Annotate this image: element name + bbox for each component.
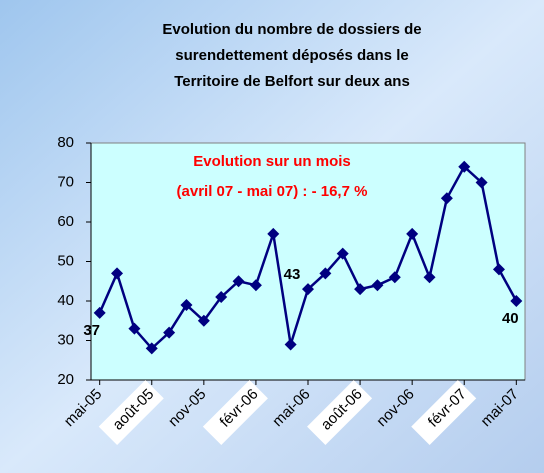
label-box [202, 379, 268, 446]
marker [145, 342, 158, 355]
y-tick-label: 50 [57, 252, 74, 269]
marker [492, 263, 505, 276]
chart-title: surendettement déposés dans le [175, 47, 408, 64]
marker [406, 227, 419, 240]
marker [354, 283, 367, 296]
annotation: (avril 07 - mai 07) : - 16,7 % [177, 183, 368, 200]
marker [180, 298, 193, 311]
label-box [307, 379, 373, 446]
data-label: 40 [502, 310, 519, 327]
marker [371, 279, 384, 292]
y-tick-label: 60 [57, 213, 74, 230]
marker [163, 326, 176, 339]
marker [423, 271, 436, 284]
y-tick-label: 70 [57, 173, 74, 190]
chart-title: Territoire de Belfort sur deux ans [174, 73, 410, 90]
data-label: 37 [83, 322, 100, 339]
label-box [411, 379, 477, 446]
marker [284, 338, 297, 351]
chart-title: Evolution du nombre de dossiers de [162, 21, 421, 38]
annotation: Evolution sur un mois [193, 153, 351, 170]
marker [510, 295, 523, 307]
marker [458, 160, 471, 173]
y-tick-label: 20 [57, 371, 74, 388]
marker [215, 291, 228, 304]
marker [388, 271, 401, 284]
marker [319, 267, 332, 280]
y-tick-label: 30 [57, 331, 74, 348]
marker [475, 176, 488, 189]
marker [93, 306, 106, 319]
marker [440, 192, 453, 205]
marker [302, 283, 314, 296]
y-tick-label: 80 [57, 134, 74, 151]
data-label: 43 [284, 266, 301, 283]
marker [267, 227, 280, 240]
y-tick-label: 40 [57, 292, 74, 309]
marker [197, 314, 210, 327]
label-box [98, 379, 164, 446]
marker [232, 275, 245, 288]
marker [111, 267, 124, 280]
marker [249, 279, 262, 292]
marker [336, 247, 349, 260]
plot-area [90, 142, 526, 381]
marker [128, 322, 141, 335]
